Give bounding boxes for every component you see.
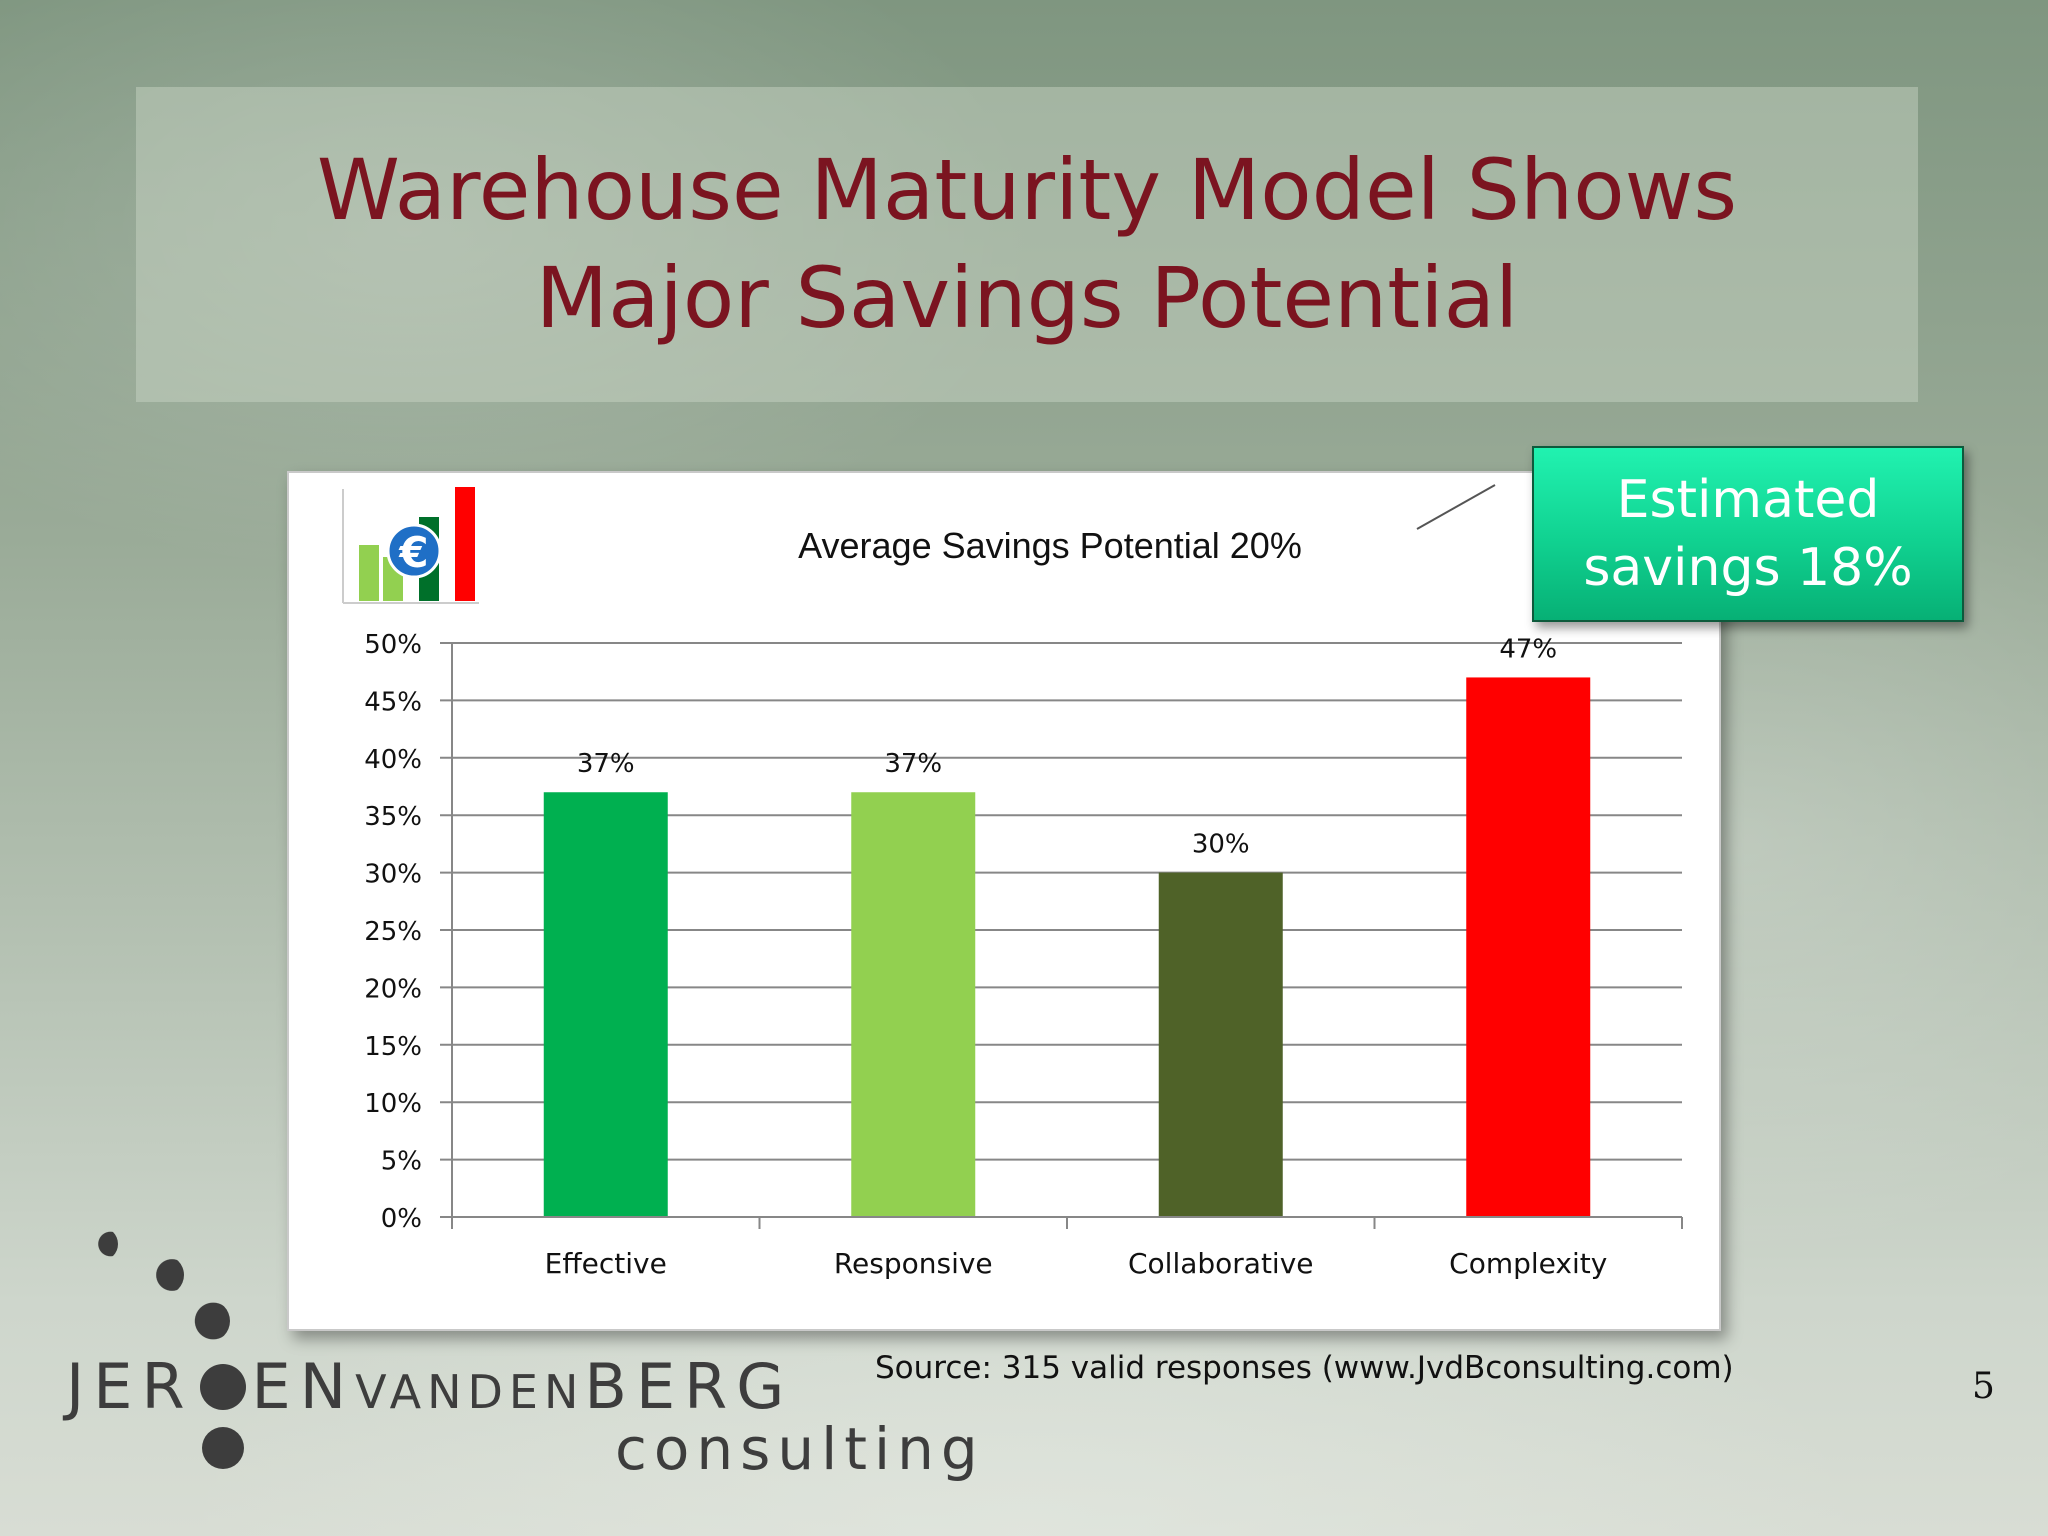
x-tick-label-responsive: Responsive	[834, 1247, 993, 1280]
y-tick-label: 10%	[364, 1089, 422, 1119]
logo-globe-2	[202, 1427, 244, 1469]
y-axis-tick-labels: 0% 5% 10% 15% 20% 25% 30% 35% 40% 45% 50%	[364, 630, 422, 1234]
bar-responsive	[851, 792, 976, 1217]
y-tick-label: 15%	[364, 1032, 422, 1062]
chart-euro-icon: €	[342, 487, 479, 604]
bar-complexity	[1466, 677, 1591, 1217]
company-logo: JER ENVANDENBERG consulting	[60, 1205, 1020, 1505]
data-label-complexity: 47%	[1499, 634, 1557, 664]
logo-subtitle: consulting	[615, 1415, 985, 1483]
data-labels: 37% 37% 30% 47%	[577, 634, 1557, 859]
bar-chart: € Average Savings Potential 20% 0% 5% 10% 1…	[342, 484, 1683, 1280]
data-label-effective: 37%	[577, 749, 635, 779]
logo-moon-3	[188, 1300, 230, 1342]
logo-moon-1	[84, 1227, 118, 1261]
logo-globe-icon	[199, 1364, 246, 1410]
chart-title: Average Savings Potential 20%	[798, 525, 1302, 566]
bar-effective	[543, 792, 668, 1217]
y-tick-label: 30%	[364, 860, 422, 890]
y-tick-label: 50%	[364, 630, 422, 660]
data-label-responsive: 37%	[884, 749, 942, 779]
bars	[543, 677, 1591, 1217]
y-tick-label: 0%	[381, 1204, 422, 1234]
logo-name: JER ENVANDENBERG	[66, 1350, 794, 1423]
x-tick-label-complexity: Complexity	[1449, 1247, 1607, 1280]
callout-line-2: savings 18%	[1583, 538, 1913, 598]
y-tick-label: 25%	[364, 917, 422, 947]
y-tick-label: 40%	[364, 745, 422, 775]
callout-line-1: Estimated	[1616, 470, 1880, 530]
x-axis-tick-labels: Effective Responsive Collaborative Complexi…	[545, 1247, 1608, 1280]
x-tick-label-effective: Effective	[545, 1247, 667, 1280]
slide-title: Warehouse Maturity Model Shows Major Sav…	[136, 136, 1918, 352]
data-label-collaborative: 30%	[1192, 830, 1250, 860]
x-tick-label-collaborative: Collaborative	[1128, 1247, 1314, 1280]
y-tick-label: 35%	[364, 802, 422, 832]
estimated-savings-callout: Estimated savings 18%	[1532, 446, 1964, 622]
chart-panel: € Average Savings Potential 20% 0% 5% 10% 1…	[287, 471, 1721, 1331]
slide-number: 5	[1972, 1366, 1995, 1407]
y-tick-label: 45%	[364, 687, 422, 717]
y-tick-label: 20%	[364, 974, 422, 1004]
title-line-1: Warehouse Maturity Model Shows	[316, 141, 1738, 239]
y-tick-label: 5%	[381, 1147, 422, 1177]
callout-pointer-line	[1416, 484, 1496, 530]
bar-collaborative	[1158, 872, 1283, 1217]
title-line-2: Major Savings Potential	[535, 249, 1519, 347]
axes	[451, 643, 1683, 1229]
source-note: Source: 315 valid responses (www.JvdBcon…	[875, 1350, 1734, 1386]
svg-text:€: €	[398, 528, 428, 577]
title-band	[136, 87, 1918, 402]
logo-moon-2	[144, 1255, 184, 1295]
